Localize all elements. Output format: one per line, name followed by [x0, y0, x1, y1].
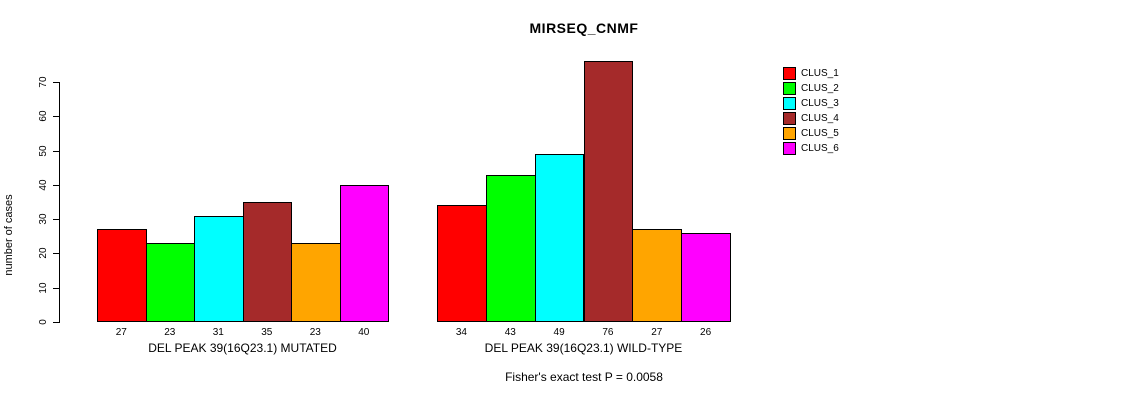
- y-tick: [53, 322, 59, 323]
- y-tick-label: 70: [38, 76, 49, 88]
- legend-swatch: [783, 67, 796, 80]
- y-tick-label: 30: [38, 213, 49, 225]
- bar-value-label: 31: [212, 327, 224, 338]
- bar-value-label: 49: [553, 327, 565, 338]
- bar-clus_1: [97, 229, 147, 322]
- legend-swatch: [783, 142, 796, 155]
- y-tick: [53, 150, 59, 152]
- y-tick: [53, 82, 59, 83]
- bar-clus_3: [534, 154, 585, 322]
- fisher-test-annotation: Fisher's exact test P = 0.0058: [505, 370, 663, 384]
- y-tick: [53, 116, 59, 118]
- bar-value-label: 23: [309, 327, 321, 338]
- bar-clus_6: [681, 232, 731, 322]
- legend-item-clus_6: CLUS_6: [783, 141, 839, 156]
- bar-clus_1: [437, 205, 487, 322]
- bar-value-label: 26: [700, 327, 712, 338]
- bar-clus_4: [583, 61, 634, 322]
- group-label: DEL PEAK 39(16Q23.1) MUTATED: [148, 341, 337, 355]
- chart-title: MIRSEQ_CNMF: [529, 20, 639, 36]
- y-tick-label: 60: [38, 110, 49, 122]
- y-tick-label: 40: [38, 179, 49, 191]
- legend-label: CLUS_5: [801, 128, 839, 139]
- bar-value-label: 40: [358, 327, 370, 338]
- y-tick: [53, 253, 59, 255]
- bar-value-label: 43: [504, 327, 516, 338]
- bar-clus_2: [145, 243, 195, 322]
- y-axis-line: [59, 82, 60, 323]
- legend-item-clus_3: CLUS_3: [783, 96, 839, 111]
- legend-swatch: [783, 97, 796, 110]
- bar-value-label: 34: [455, 327, 467, 338]
- legend-label: CLUS_6: [801, 143, 839, 154]
- bar-value-label: 27: [651, 327, 663, 338]
- legend-label: CLUS_2: [801, 83, 839, 94]
- bar-value-label: 27: [115, 327, 127, 338]
- y-tick-label: 0: [38, 319, 49, 325]
- group-label: DEL PEAK 39(16Q23.1) WILD-TYPE: [484, 341, 683, 355]
- y-tick: [53, 287, 59, 289]
- legend: CLUS_1 CLUS_2 CLUS_3 CLUS_4 CLUS_5 CLUS_6: [783, 66, 839, 156]
- bar-value-label: 35: [261, 327, 273, 338]
- legend-item-clus_4: CLUS_4: [783, 111, 839, 126]
- y-tick-label: 50: [38, 145, 49, 157]
- legend-label: CLUS_4: [801, 113, 839, 124]
- legend-label: CLUS_3: [801, 98, 839, 109]
- legend-label: CLUS_1: [801, 68, 839, 79]
- legend-swatch: [783, 112, 796, 125]
- bar-clus_4: [242, 202, 292, 322]
- legend-swatch: [783, 127, 796, 140]
- bar-clus_2: [485, 174, 536, 322]
- bar-value-label: 23: [164, 327, 176, 338]
- y-tick: [53, 219, 59, 221]
- bar-clus_6: [339, 184, 389, 322]
- legend-swatch: [783, 82, 796, 95]
- y-axis-label: number of cases: [3, 194, 15, 276]
- bar-clus_5: [632, 229, 683, 322]
- legend-item-clus_1: CLUS_1: [783, 66, 839, 81]
- y-tick-label: 10: [38, 282, 49, 294]
- y-tick-label: 20: [38, 247, 49, 259]
- y-tick: [53, 184, 59, 186]
- bar-clus_5: [291, 243, 341, 322]
- legend-item-clus_2: CLUS_2: [783, 81, 839, 96]
- bar-clus_3: [194, 215, 244, 322]
- bar-value-label: 76: [602, 327, 614, 338]
- legend-item-clus_5: CLUS_5: [783, 126, 839, 141]
